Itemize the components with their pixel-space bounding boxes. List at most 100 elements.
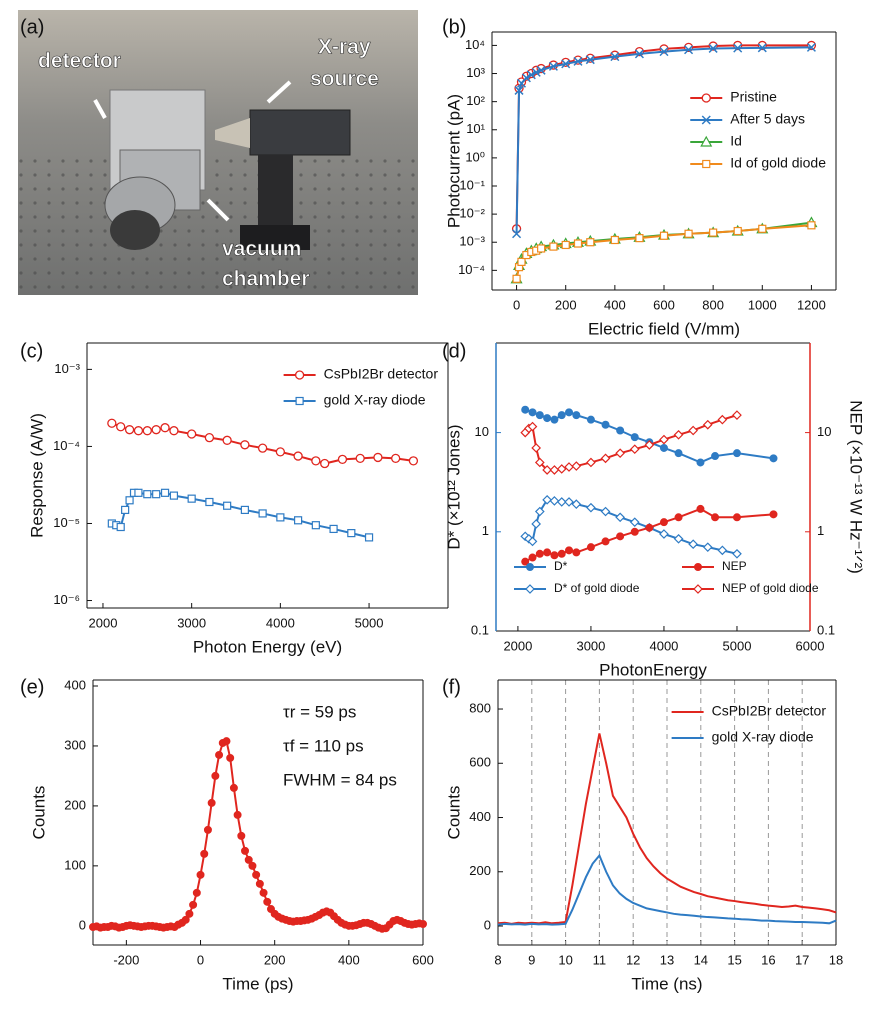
- marker: [528, 553, 537, 562]
- chart: (b) 0 200 400 600 800 1000 1200 10⁻⁴ 10⁻³ 10⁻² 10⁻¹…: [442, 16, 837, 338]
- x-tick-label: 10: [558, 952, 572, 967]
- marker: [732, 548, 742, 559]
- marker: [733, 226, 742, 236]
- marker: [527, 421, 538, 432]
- marker: [320, 458, 330, 469]
- marker: [549, 242, 558, 251]
- x-tick-label: 200: [264, 952, 286, 967]
- marker: [169, 491, 179, 500]
- y-tick-label: 10⁻⁴: [53, 438, 80, 453]
- marker: [601, 420, 610, 429]
- y-tick-label: 10⁻³: [54, 361, 80, 376]
- marker: [169, 426, 179, 436]
- x-tick-label: 800: [702, 297, 724, 312]
- marker: [226, 753, 235, 762]
- x-tick-label: 13: [660, 952, 674, 967]
- marker: [758, 224, 767, 233]
- photo: detector X-ray source vacuum chamber (a): [18, 10, 418, 295]
- marker: [275, 447, 286, 457]
- marker: [200, 849, 209, 858]
- marker: [240, 440, 250, 450]
- marker: [311, 456, 321, 466]
- marker: [717, 545, 728, 556]
- annotation: τr = 59 ps: [283, 702, 356, 721]
- marker: [160, 423, 170, 433]
- x-tick-label: 400: [338, 952, 360, 967]
- x-tick-label: 17: [795, 952, 809, 967]
- marker: [134, 488, 143, 497]
- marker: [293, 451, 303, 461]
- marker: [517, 257, 526, 266]
- marker: [514, 85, 524, 95]
- marker: [684, 45, 694, 55]
- marker: [512, 274, 521, 283]
- x-tick-label: 6000: [796, 638, 825, 653]
- marker: [364, 533, 374, 542]
- marker: [116, 422, 126, 432]
- marker: [263, 897, 272, 906]
- marker: [276, 513, 285, 522]
- marker: [564, 497, 574, 507]
- marker: [255, 879, 264, 888]
- marker: [659, 47, 669, 57]
- marker: [152, 490, 161, 499]
- marker: [702, 419, 713, 430]
- marker: [708, 43, 718, 53]
- y-axis-label: Response (A/W): [27, 413, 46, 538]
- marker: [337, 454, 348, 464]
- series-line: [515, 46, 812, 234]
- y-tick-label: 10⁻⁶: [53, 592, 80, 607]
- marker: [311, 521, 320, 530]
- marker: [229, 783, 238, 792]
- marker: [571, 499, 582, 509]
- marker: [526, 70, 536, 80]
- arrow: [266, 80, 292, 104]
- marker: [674, 513, 683, 522]
- marker: [204, 433, 215, 443]
- marker: [237, 831, 246, 840]
- y-tick-label: 400: [469, 809, 491, 824]
- marker: [600, 506, 611, 517]
- marker: [549, 465, 560, 475]
- marker: [549, 496, 560, 506]
- marker: [521, 557, 530, 566]
- legend-label: D* of gold diode: [554, 581, 640, 595]
- marker: [561, 59, 571, 69]
- x-tick-label: 8: [494, 952, 501, 967]
- y-tick-label: 0: [484, 917, 491, 932]
- marker: [248, 861, 257, 870]
- y2-tick-label: 10: [817, 424, 831, 439]
- legend-label: Id of gold diode: [730, 155, 826, 171]
- x-tick-label: 15: [727, 952, 741, 967]
- marker: [610, 235, 619, 245]
- x-tick-label: 0: [513, 297, 520, 312]
- panel-label: (f): [442, 676, 461, 698]
- marker: [408, 456, 419, 466]
- marker: [535, 549, 544, 558]
- marker: [757, 43, 767, 53]
- x-tick-label: 18: [829, 952, 843, 967]
- y-tick-label: 10²: [466, 93, 485, 108]
- y-tick-label: 0: [79, 917, 86, 932]
- marker: [806, 42, 816, 52]
- marker: [207, 798, 216, 807]
- y-tick-label: 100: [64, 857, 86, 872]
- marker: [702, 159, 711, 169]
- x-tick-label: 1000: [748, 297, 777, 312]
- marker: [531, 519, 542, 529]
- y-tick-label: 10: [475, 424, 489, 439]
- x-tick-label: 600: [412, 952, 434, 967]
- marker: [634, 49, 644, 59]
- y-tick-label: 10⁻²: [459, 206, 485, 221]
- legend-label: NEP: [722, 559, 747, 573]
- marker: [644, 440, 655, 450]
- marker: [659, 231, 669, 240]
- marker: [600, 453, 611, 464]
- x-tick-label: 0: [197, 952, 204, 967]
- marker: [527, 536, 538, 547]
- x-tick-label: 16: [761, 952, 775, 967]
- y-axis-label: Counts: [444, 786, 463, 840]
- marker: [419, 920, 427, 929]
- panel-label: (a): [20, 16, 44, 38]
- marker: [550, 551, 559, 560]
